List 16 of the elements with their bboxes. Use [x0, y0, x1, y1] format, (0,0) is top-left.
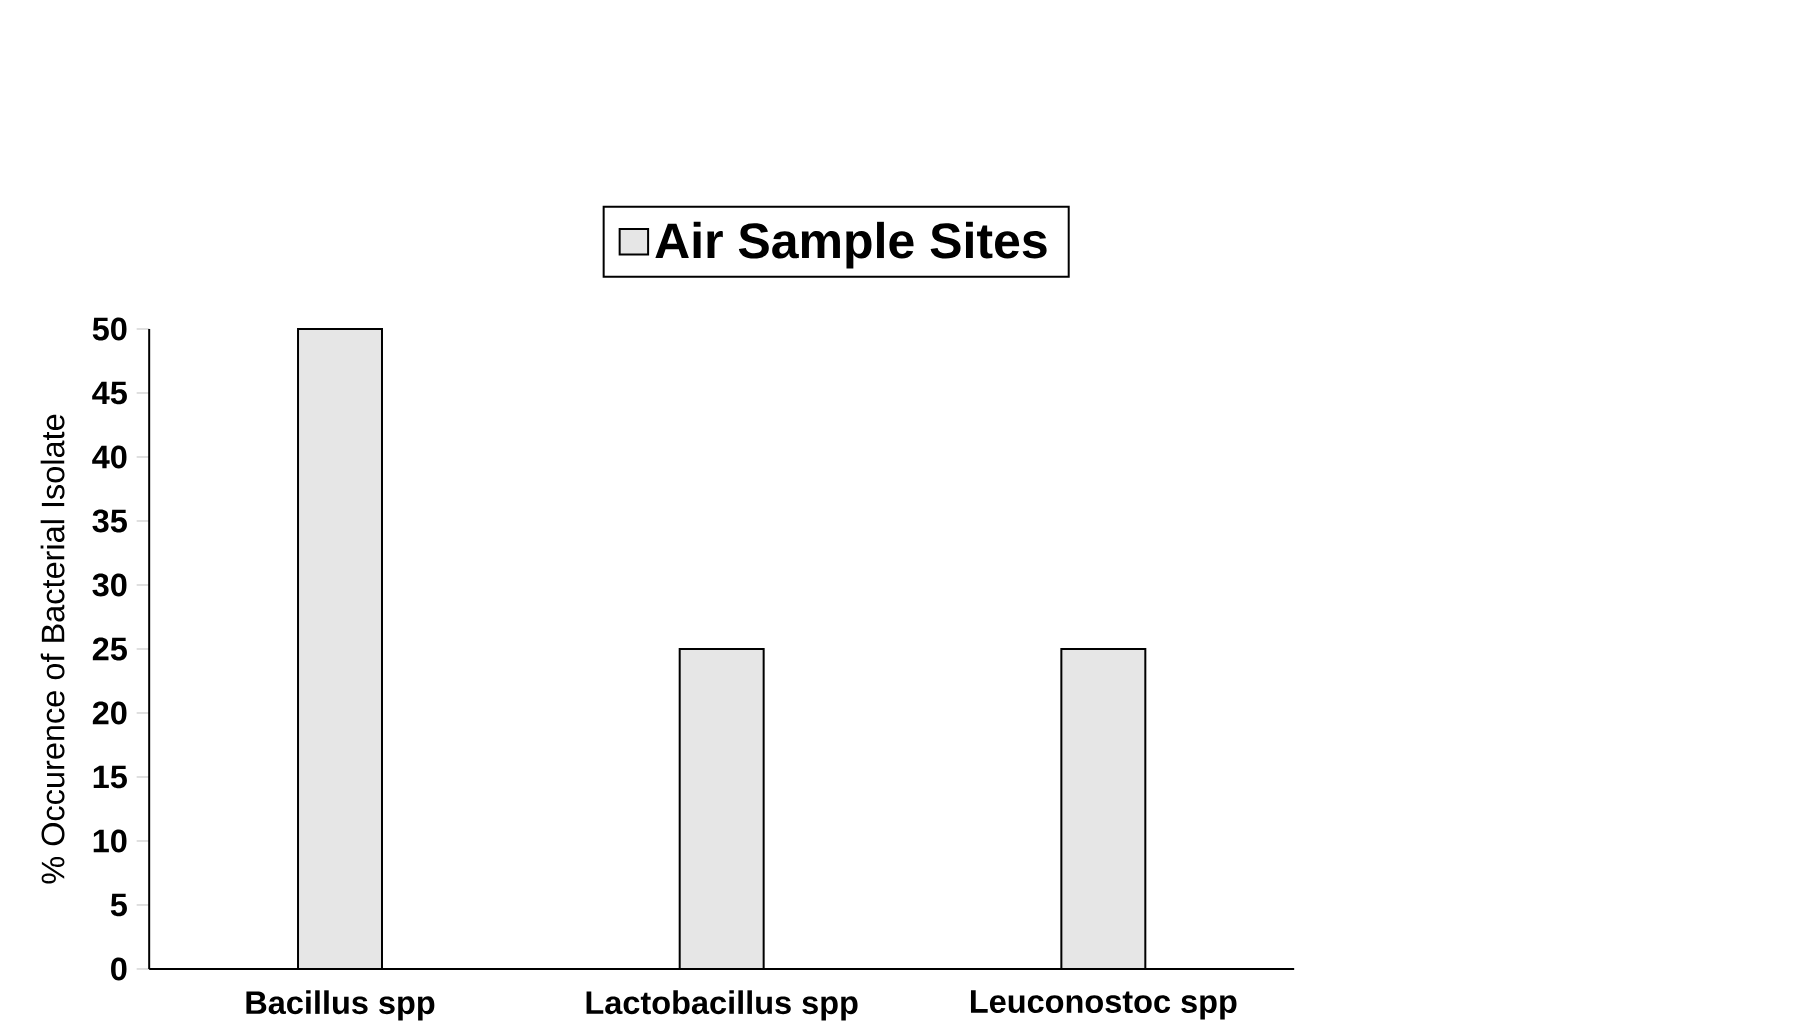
y-tick-label: 5: [110, 893, 127, 917]
y-tick-label: 50: [92, 317, 127, 341]
y-tick-label: 30: [92, 573, 127, 597]
y-tick-label: 10: [93, 829, 127, 853]
y-tick-label: 20: [92, 701, 127, 725]
y-tick-label: 15: [93, 765, 127, 789]
y-tick-label: 40: [92, 445, 127, 469]
x-tick-label: Leuconostoc spp: [970, 990, 1237, 1020]
y-tick-label: 0: [111, 957, 127, 981]
y-tick-label: 25: [92, 637, 127, 661]
y-tick-label: 35: [92, 509, 127, 533]
x-tick-label: Bacillus spp: [246, 990, 435, 1021]
y-tick-label: 45: [92, 381, 127, 405]
y-axis-title: % Occurence of Bacterial Isolate: [40, 414, 65, 884]
legend-label: Air Sample Sites: [655, 221, 1047, 269]
x-tick-label: Lactobacillus spp: [586, 990, 858, 1021]
